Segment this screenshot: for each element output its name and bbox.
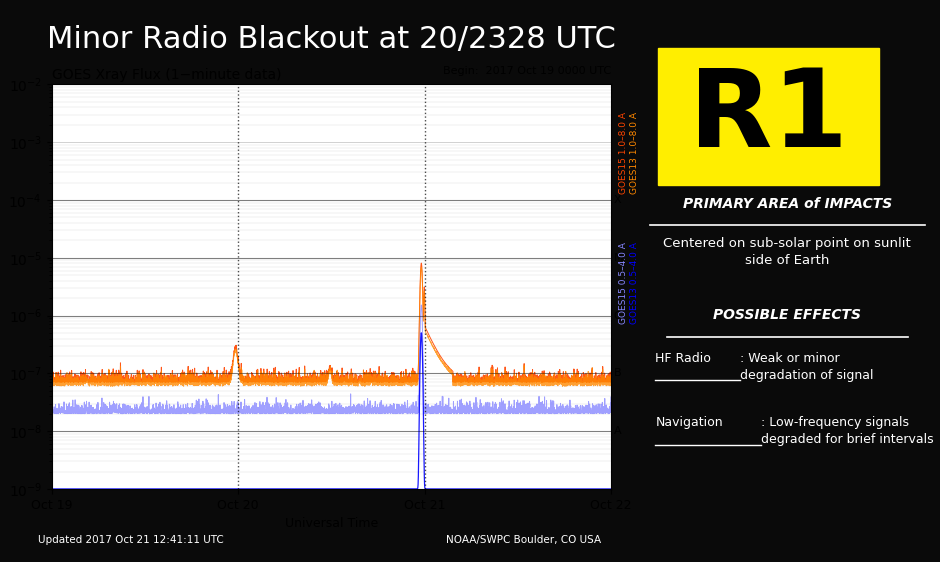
Text: GOES13 1.0–8.0 A: GOES13 1.0–8.0 A <box>630 112 639 194</box>
Text: GOES Xray Flux (1−minute data): GOES Xray Flux (1−minute data) <box>52 68 281 81</box>
Text: NOAA/SWPC Boulder, CO USA: NOAA/SWPC Boulder, CO USA <box>446 535 602 545</box>
Text: R1: R1 <box>689 64 849 170</box>
Text: Navigation: Navigation <box>655 416 723 429</box>
Text: GOES15 0.5–4.0 A: GOES15 0.5–4.0 A <box>619 242 628 324</box>
Text: : Weak or minor
degradation of signal: : Weak or minor degradation of signal <box>740 352 873 382</box>
Text: PRIMARY AREA of IMPACTS: PRIMARY AREA of IMPACTS <box>682 197 892 211</box>
Text: GOES15 1.0–8.0 A: GOES15 1.0–8.0 A <box>619 112 628 194</box>
Text: HF Radio: HF Radio <box>655 352 712 365</box>
Text: Begin:  2017 Oct 19 0000 UTC: Begin: 2017 Oct 19 0000 UTC <box>443 66 611 76</box>
Text: C: C <box>614 311 621 320</box>
Text: GOES13 0.5–4.0 A: GOES13 0.5–4.0 A <box>630 242 639 324</box>
Text: X: X <box>614 195 621 205</box>
Text: A: A <box>614 426 621 436</box>
Text: POSSIBLE EFFECTS: POSSIBLE EFFECTS <box>713 308 861 322</box>
Text: M: M <box>614 253 623 262</box>
Text: Minor Radio Blackout at 20/2328 UTC: Minor Radio Blackout at 20/2328 UTC <box>47 25 616 54</box>
Text: B: B <box>614 368 621 378</box>
X-axis label: Universal Time: Universal Time <box>285 517 378 530</box>
Text: : Low-frequency signals
degraded for brief intervals: : Low-frequency signals degraded for bri… <box>761 416 934 446</box>
Text: Updated 2017 Oct 21 12:41:11 UTC: Updated 2017 Oct 21 12:41:11 UTC <box>38 535 224 545</box>
Y-axis label: Watts m⁻²: Watts m⁻² <box>0 255 3 318</box>
Text: Centered on sub-solar point on sunlit
side of Earth: Centered on sub-solar point on sunlit si… <box>664 237 911 267</box>
